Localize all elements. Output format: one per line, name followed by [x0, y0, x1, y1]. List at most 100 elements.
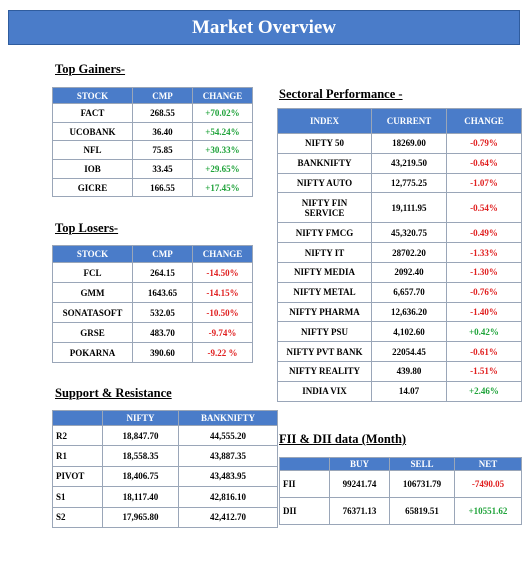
- cell: -1.33%: [446, 242, 522, 263]
- cell: -14.15%: [192, 282, 253, 303]
- row: S1 18,117.40 42,816.10: [52, 486, 278, 508]
- cell: BANKNIFTY: [277, 152, 372, 174]
- cell: 6,657.70: [371, 281, 447, 303]
- cell: FACT: [52, 103, 133, 123]
- row: POKARNA 390.60 -9.22 %: [52, 342, 253, 363]
- row: R2 18,847.70 44,555.20: [52, 424, 278, 447]
- row: FII 99241.74 106731.79 -7490.05: [279, 470, 522, 498]
- row: NIFTY METAL 6,657.70 -0.76%: [277, 281, 522, 303]
- cell: -7490.05: [454, 470, 522, 498]
- cell: NIFTY FIN SERVICE: [277, 192, 372, 224]
- cell: -0.64%: [446, 152, 522, 174]
- cell: -0.61%: [446, 341, 522, 362]
- header-cell: [279, 457, 330, 471]
- cell: 532.05: [132, 302, 193, 323]
- row: INDIA VIX 14.07 +2.46%: [277, 380, 522, 402]
- cell: +0.42%: [446, 321, 522, 343]
- row: GICRE 166.55 +17.45%: [52, 177, 253, 198]
- cell: GICRE: [52, 177, 133, 198]
- header-row: STOCK CMP CHANGE: [52, 245, 253, 263]
- cell: PIVOT: [52, 465, 103, 488]
- header-cell: CHANGE: [192, 245, 253, 263]
- row: PIVOT 18,406.75 43,483.95: [52, 465, 278, 488]
- row: UCOBANK 36.40 +54.24%: [52, 121, 253, 142]
- row: NIFTY IT 28702.20 -1.33%: [277, 242, 522, 263]
- cell: -0.54%: [446, 192, 522, 224]
- losers-table: STOCK CMP CHANGE FCL 264.15 -14.50% GMM 1643.65…: [52, 245, 253, 363]
- row: GMM 1643.65 -14.15%: [52, 282, 253, 303]
- cell: -0.49%: [446, 222, 522, 244]
- header-cell: STOCK: [52, 245, 133, 263]
- cell: -1.40%: [446, 301, 522, 323]
- cell: 18,406.75: [102, 465, 179, 488]
- header-cell: CMP: [132, 245, 193, 263]
- cell: NIFTY AUTO: [277, 172, 372, 194]
- header-cell: BANKNIFTY: [178, 410, 278, 426]
- row: SONATASOFT 532.05 -10.50%: [52, 302, 253, 323]
- cell: 1643.65: [132, 282, 193, 303]
- row: NIFTY MEDIA 2092.40 -1.30%: [277, 261, 522, 283]
- cell: -1.07%: [446, 172, 522, 194]
- row: NIFTY PVT BANK 22054.45 -0.61%: [277, 341, 522, 362]
- cell: FII: [279, 470, 330, 498]
- cell: -0.76%: [446, 281, 522, 303]
- cell: 4,102.60: [371, 321, 447, 343]
- cell: 76371.13: [329, 497, 390, 525]
- cell: +2.46%: [446, 380, 522, 402]
- row: NIFTY AUTO 12,775.25 -1.07%: [277, 172, 522, 194]
- cell: 12,775.25: [371, 172, 447, 194]
- header-cell: SELL: [389, 457, 455, 471]
- cell: 42,412.70: [178, 506, 278, 528]
- cell: 264.15: [132, 262, 193, 283]
- header-row: INDEX CURRENT CHANGE: [277, 108, 522, 134]
- cell: +54.24%: [192, 121, 253, 142]
- header-cell: CHANGE: [192, 87, 253, 104]
- row: GRSE 483.70 -9.74%: [52, 322, 253, 343]
- header-cell: [52, 410, 103, 426]
- cell: POKARNA: [52, 342, 133, 363]
- cell: 106731.79: [389, 470, 455, 498]
- cell: -9.74%: [192, 322, 253, 343]
- cell: NIFTY FMCG: [277, 222, 372, 244]
- cell: 390.60: [132, 342, 193, 363]
- cell: 43,887.35: [178, 445, 278, 467]
- cell: 36.40: [132, 121, 193, 142]
- cell: -0.79%: [446, 133, 522, 154]
- cell: -14.50%: [192, 262, 253, 283]
- cell: 14.07: [371, 380, 447, 402]
- cell: NIFTY 50: [277, 133, 372, 154]
- cell: NIFTY PSU: [277, 321, 372, 343]
- cell: 439.80: [371, 360, 447, 382]
- row: NIFTY REALITY 439.80 -1.51%: [277, 360, 522, 382]
- header-cell: CHANGE: [446, 108, 522, 134]
- cell: S2: [52, 506, 103, 528]
- cell: GRSE: [52, 322, 133, 343]
- row: BANKNIFTY 43,219.50 -0.64%: [277, 152, 522, 174]
- row: NIFTY FIN SERVICE 19,111.95 -0.54%: [277, 192, 522, 224]
- cell: SONATASOFT: [52, 302, 133, 323]
- cell: FCL: [52, 262, 133, 283]
- cell: 19,111.95: [371, 192, 447, 224]
- cell: IOB: [52, 159, 133, 179]
- cell: NIFTY METAL: [277, 281, 372, 303]
- cell: NIFTY REALITY: [277, 360, 372, 382]
- cell: UCOBANK: [52, 121, 133, 142]
- header-cell: CMP: [132, 87, 193, 104]
- header-row: NIFTY BANKNIFTY: [52, 410, 278, 426]
- cell: 44,555.20: [178, 424, 278, 447]
- cell: 18,117.40: [102, 486, 179, 508]
- cell: INDIA VIX: [277, 380, 372, 402]
- row: S2 17,965.80 42,412.70: [52, 506, 278, 528]
- cell: 12,636.20: [371, 301, 447, 323]
- cell: 18,558.35: [102, 445, 179, 467]
- cell: NIFTY PVT BANK: [277, 341, 372, 362]
- cell: +70.02%: [192, 103, 253, 123]
- support-table: NIFTY BANKNIFTY R2 18,847.70 44,555.20 R1 18,5…: [52, 410, 278, 528]
- cell: NIFTY IT: [277, 242, 372, 263]
- gainers-table: STOCK CMP CHANGE FACT 268.55 +70.02% UCOBANK 36…: [52, 87, 253, 198]
- row: NIFTY 50 18269.00 -0.79%: [277, 133, 522, 154]
- cell: 22054.45: [371, 341, 447, 362]
- cell: 43,483.95: [178, 465, 278, 488]
- cell: R1: [52, 445, 103, 467]
